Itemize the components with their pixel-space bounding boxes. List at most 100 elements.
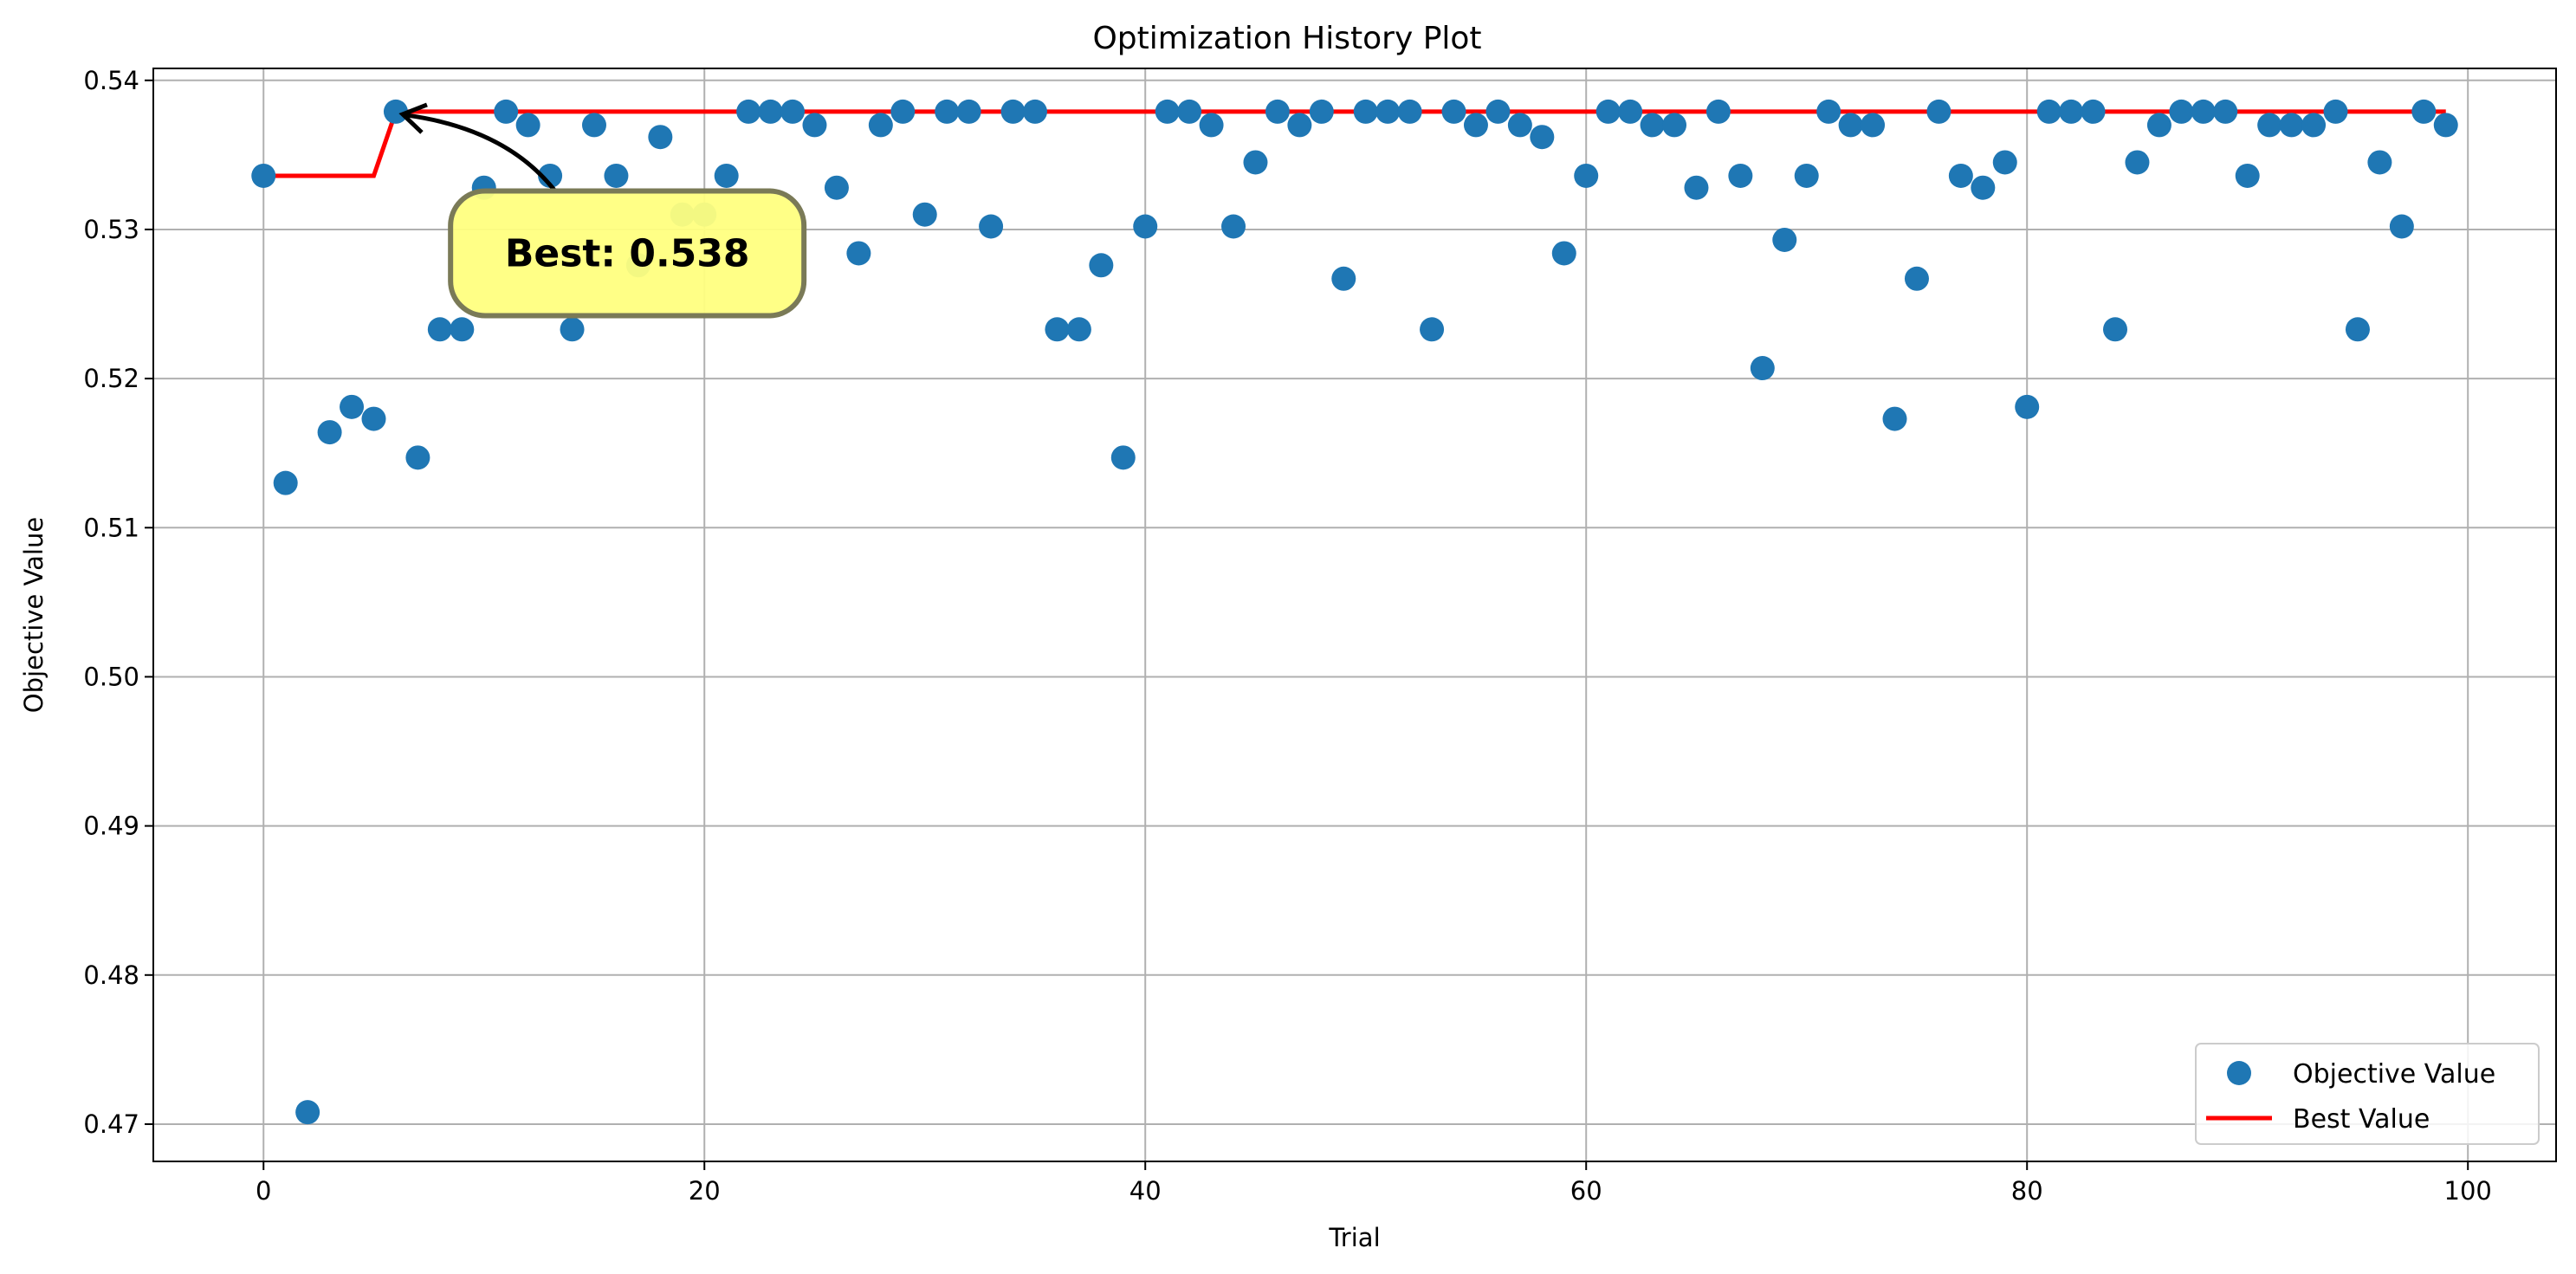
x-tick-label: 80: [2011, 1176, 2043, 1206]
objective-point: [1816, 99, 1841, 124]
objective-point: [1177, 99, 1202, 124]
y-tick-label: 0.48: [83, 960, 139, 990]
objective-point: [581, 113, 606, 138]
objective-point: [1794, 163, 1819, 188]
objective-point: [295, 1100, 320, 1125]
objective-point: [361, 406, 386, 431]
objective-point: [714, 163, 739, 188]
objective-point: [340, 394, 365, 419]
objective-point: [560, 317, 585, 342]
objective-point: [604, 163, 629, 188]
objective-point: [1861, 113, 1886, 138]
objective-point: [1618, 99, 1643, 124]
legend-label-best: Best Value: [2293, 1104, 2430, 1135]
x-axis-label: Trial: [1328, 1223, 1380, 1252]
objective-point: [2059, 99, 2084, 124]
objective-point: [2257, 113, 2282, 138]
objective-point: [1243, 150, 1268, 175]
objective-point: [405, 445, 430, 470]
objective-point: [2411, 99, 2437, 124]
y-tick-label: 0.51: [83, 513, 139, 542]
objective-point: [1662, 113, 1687, 138]
x-tick-label: 60: [1570, 1176, 1602, 1206]
annotation-arrow: [405, 113, 558, 194]
x-tick-label: 20: [689, 1176, 721, 1206]
x-tick-label: 0: [256, 1176, 271, 1206]
objective-point: [273, 470, 298, 495]
objective-point: [956, 99, 981, 124]
objective-point: [935, 99, 960, 124]
objective-point: [1045, 317, 1070, 342]
objective-point: [515, 113, 540, 138]
legend-box: [2195, 1043, 2540, 1145]
legend-label-objective: Objective Value: [2293, 1059, 2495, 1090]
objective-point: [1309, 99, 1334, 124]
objective-point: [2213, 99, 2238, 124]
y-axis-label: Objective Value: [19, 517, 49, 713]
objective-point: [1375, 99, 1401, 124]
y-tick-label: 0.52: [83, 364, 139, 393]
objective-point: [1463, 113, 1488, 138]
objective-point: [317, 420, 342, 445]
objective-point: [1640, 113, 1665, 138]
objective-point: [1838, 113, 1863, 138]
objective-point: [1904, 266, 1929, 291]
objective-point: [1066, 317, 1091, 342]
objective-point: [1926, 99, 1951, 124]
annotation-arrowhead: [398, 102, 428, 134]
objective-point: [2301, 113, 2327, 138]
objective-point: [538, 163, 563, 188]
objective-point: [1353, 99, 1378, 124]
chart-title: Optimization History Plot: [1092, 21, 1481, 56]
objective-point: [1441, 99, 1466, 124]
objective-point: [736, 99, 761, 124]
objective-point: [1530, 125, 1555, 150]
objective-point: [846, 241, 871, 266]
objective-point: [2103, 317, 2128, 342]
objective-point: [2015, 394, 2040, 419]
grid-lines: [153, 68, 2556, 1161]
objective-point: [1133, 214, 1158, 239]
objective-point: [1772, 227, 1797, 252]
plot-area-frame: [152, 68, 2557, 1162]
objective-point: [1574, 163, 1599, 188]
objective-point: [1265, 99, 1290, 124]
objective-point: [912, 202, 937, 227]
objective-point: [1199, 113, 1224, 138]
objective-point: [2081, 99, 2106, 124]
objective-point: [1331, 266, 1356, 291]
objective-point: [868, 113, 893, 138]
objective-point: [979, 214, 1004, 239]
objective-point: [450, 317, 475, 342]
objective-point: [2323, 99, 2348, 124]
objective-point: [1992, 150, 2017, 175]
objective-point: [2345, 317, 2370, 342]
y-tick-label: 0.54: [83, 66, 139, 95]
objective-point: [1507, 113, 1532, 138]
x-axis-ticks: 0 20 40 60 80 100: [256, 1161, 2492, 1206]
objective-point: [1420, 317, 1445, 342]
legend-marker-objective: [2227, 1061, 2251, 1085]
objective-point: [2191, 99, 2216, 124]
objective-point: [1705, 99, 1731, 124]
legend: Objective Value Best Value: [2195, 1043, 2540, 1145]
objective-point: [1397, 99, 1422, 124]
objective-point: [2279, 113, 2304, 138]
objective-point: [648, 125, 673, 150]
objective-point: [1882, 406, 1907, 431]
objective-point: [1000, 99, 1026, 124]
objective-point: [1089, 253, 1114, 278]
objective-point: [1110, 445, 1136, 470]
objective-point: [2125, 150, 2150, 175]
y-tick-label: 0.49: [83, 812, 139, 841]
objective-point: [1971, 175, 1996, 200]
objective-point: [758, 99, 783, 124]
objective-point: [1485, 99, 1511, 124]
objective-point: [1551, 241, 1576, 266]
objective-point: [1287, 113, 1312, 138]
objective-point: [1155, 99, 1180, 124]
y-axis-ticks: 0.47 0.48 0.49 0.50 0.51 0.52 0.53 0.54: [83, 66, 153, 1139]
best-annotation: Best: 0.538: [398, 102, 807, 319]
objective-point: [890, 99, 916, 124]
